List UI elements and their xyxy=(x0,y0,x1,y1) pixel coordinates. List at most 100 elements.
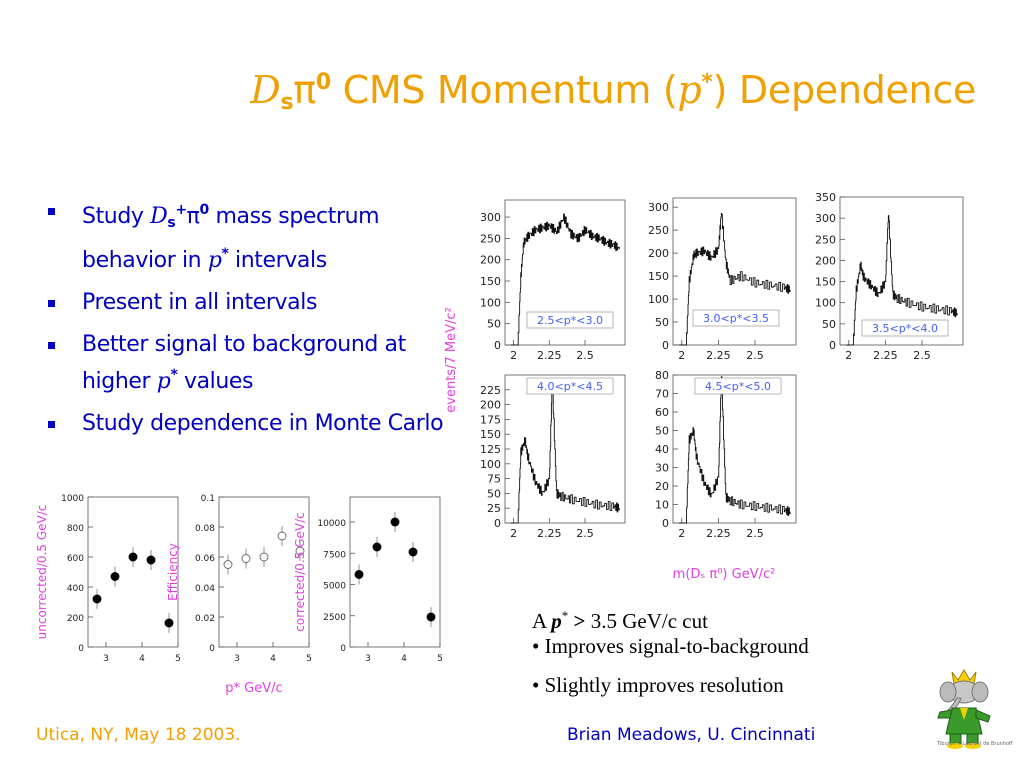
panel-7-data-point xyxy=(241,554,251,563)
panel-5-xtick-label: 2 xyxy=(678,527,685,540)
panel-7-data-point xyxy=(295,546,305,556)
panel-5-bin-label-box xyxy=(694,377,782,395)
panel-8-ytick-label: 0 xyxy=(340,644,346,654)
panel-3-xtick-label: 2.5 xyxy=(913,349,931,362)
bullet-1-plus: + xyxy=(175,202,187,218)
panel-6-frame xyxy=(87,496,179,648)
title-pi: π xyxy=(293,68,316,112)
bullet-1-d: D xyxy=(150,204,168,229)
bullet-3-p: p xyxy=(156,369,171,394)
note-line-2: • Improves signal-to-background xyxy=(532,634,809,658)
panel-1-ytick-label: 250 xyxy=(480,232,501,245)
panel-7-ytick-label: 0.04 xyxy=(195,584,215,594)
panel-7-ytick-label: 0.08 xyxy=(195,524,215,534)
panel-3-ytick-label: 0 xyxy=(829,339,836,352)
panel-2-ytick-label: 200 xyxy=(648,247,669,260)
title-s: s xyxy=(280,90,294,115)
panel-6-ytick-label: 800 xyxy=(67,524,84,534)
panel-8-ytick-label: 10000 xyxy=(317,519,346,529)
panel-8-ytick-label: 7500 xyxy=(323,550,346,560)
panel-8-frame xyxy=(349,496,441,648)
bullet-3-pre: Better signal to background at higher xyxy=(82,332,406,394)
bullet-1-star: * xyxy=(221,246,229,262)
panel-7-data-point xyxy=(259,552,269,562)
panel-4-ytick-label: 150 xyxy=(480,428,501,441)
bullet-1-pi: π xyxy=(186,204,200,229)
panel-1-ytick-label: 300 xyxy=(480,211,501,224)
title-text2: ) Dependence xyxy=(712,68,977,112)
panel-1-ytick-label: 100 xyxy=(480,296,501,309)
panel-7-ytick-label: 0.06 xyxy=(195,554,215,564)
panel-5-xtick-label: 2.25 xyxy=(706,527,731,540)
bullet-2-text: Present in all intervals xyxy=(82,290,318,315)
panel-1-frame xyxy=(504,199,626,346)
panel-8-data-point xyxy=(372,542,382,552)
panel-5-bin-label: 4.5<p*<5.0 xyxy=(705,380,771,393)
panel-7-y-axis-label: Efficiency xyxy=(166,543,180,601)
panel-3-ytick-label: 250 xyxy=(815,233,836,246)
panel-6-data-point xyxy=(92,594,102,604)
panel-4-ytick-label: 225 xyxy=(480,384,501,397)
bullet-4-text: Study dependence in Monte Carlo xyxy=(82,411,444,436)
panel-4-bin-label: 4.0<p*<4.5 xyxy=(537,380,603,393)
panel-4-xtick-label: 2.25 xyxy=(537,527,562,540)
panel-7-ytick-label: 0 xyxy=(209,644,215,654)
panel-6-data-point xyxy=(146,555,156,565)
panel-1-bin-label: 2.5<p*<3.0 xyxy=(537,314,603,327)
panel-3-ytick-label: 50 xyxy=(822,318,836,331)
panel-2-xtick-label: 2 xyxy=(678,349,685,362)
panel-7-xtick-label: 3 xyxy=(234,654,240,664)
panel-5-ytick-label: 50 xyxy=(655,425,669,438)
panel-5-ytick-label: 10 xyxy=(655,499,669,512)
panel-4-ytick-label: 75 xyxy=(487,473,501,486)
panel-7-xtick-label: 4 xyxy=(270,654,276,664)
panel-5-ytick-label: 80 xyxy=(655,369,669,382)
panel-6-xtick-label: 5 xyxy=(175,654,181,664)
panel-2-ytick-label: 0 xyxy=(662,339,669,352)
panel-4-ytick-label: 200 xyxy=(480,399,501,412)
title-d: D xyxy=(250,68,281,112)
bullet-4: Study dependence in Monte Carlo xyxy=(48,408,448,439)
panel-1-ytick-label: 0 xyxy=(494,339,501,352)
panel-4-ytick-label: 100 xyxy=(480,458,501,471)
panel-7-data-point xyxy=(223,560,233,569)
panel-3-bin-label: 3.5<p*<4.0 xyxy=(872,322,938,335)
bullet-1-post: mass spectrum behavior in xyxy=(82,204,380,273)
panel-2-bin-label: 3.0<p*<3.5 xyxy=(703,312,769,325)
panel-3-ytick-label: 300 xyxy=(815,212,836,225)
panel-6-data-point xyxy=(110,572,120,581)
panel-2-ytick-label: 300 xyxy=(648,201,669,214)
panel-1-ytick-label: 50 xyxy=(487,318,501,331)
panel-2-histogram-line xyxy=(678,212,791,346)
panel-8-y-axis-label: corrected/0.5 GeV/c xyxy=(293,512,307,632)
scatter-x-axis-title: p* GeV/c xyxy=(225,681,282,696)
panel-4-xtick-label: 2.5 xyxy=(576,527,594,540)
panel-3-histogram-line xyxy=(845,215,958,346)
bullet-3-star: * xyxy=(170,367,178,383)
panel-5-ytick-label: 20 xyxy=(655,480,669,493)
bullet-3: Better signal to background at higher p*… xyxy=(48,329,448,397)
panel-6-ytick-label: 0 xyxy=(78,644,84,654)
panel-6-ytick-label: 1000 xyxy=(61,494,84,504)
panel-1-ytick-label: 200 xyxy=(480,254,501,267)
note-1-post: 3.5 GeV/c cut xyxy=(590,609,708,633)
panel-8-xtick-label: 5 xyxy=(437,654,443,664)
footer-location: Utica, NY, May 18 2003. xyxy=(36,725,241,745)
panel-4-ytick-label: 0 xyxy=(494,517,501,530)
title-text1: CMS Momentum ( xyxy=(330,68,678,112)
panel-5-ytick-label: 30 xyxy=(655,462,669,475)
panel-1-ytick-label: 150 xyxy=(480,275,501,288)
panel-2-ytick-label: 100 xyxy=(648,293,669,306)
panel-8-data-point xyxy=(408,547,418,557)
panel-1-histogram-line xyxy=(510,213,620,346)
panel-6-ytick-label: 400 xyxy=(67,584,84,594)
histogram-y-axis-title: events/7 MeV/c² xyxy=(444,307,459,412)
slide-title: Dsπ0 CMS Momentum (p*) Dependence xyxy=(0,68,976,115)
panel-1-xtick-label: 2 xyxy=(510,349,517,362)
panel-7-ytick-label: 0.1 xyxy=(201,494,215,504)
panel-1-bin-label-box xyxy=(526,311,614,329)
bullet-1-p: p xyxy=(207,248,222,273)
panel-7-frame xyxy=(218,496,310,648)
panel-3-ytick-label: 200 xyxy=(815,254,836,267)
panel-5-ytick-label: 40 xyxy=(655,443,669,456)
